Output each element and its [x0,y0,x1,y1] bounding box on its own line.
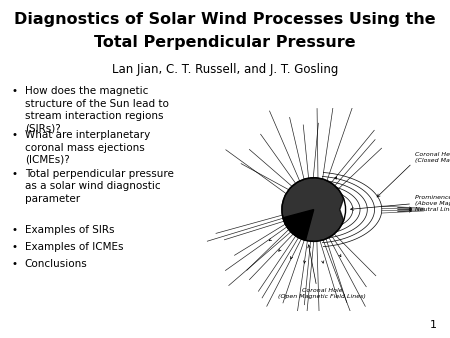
Text: 1: 1 [429,319,436,330]
Text: Total Perpendicular Pressure: Total Perpendicular Pressure [94,35,356,50]
Text: •: • [11,259,17,269]
Circle shape [282,178,346,241]
Text: Lan Jian, C. T. Russell, and J. T. Gosling: Lan Jian, C. T. Russell, and J. T. Gosli… [112,63,338,75]
Text: How does the magnetic
structure of the Sun lead to
stream interaction regions
(S: How does the magnetic structure of the S… [25,86,169,134]
Text: What are interplanetary
coronal mass ejections
(ICMEs)?: What are interplanetary coronal mass eje… [25,130,150,165]
Polygon shape [282,178,344,241]
Text: Examples of SIRs: Examples of SIRs [25,225,114,235]
Text: Diagnostics of Solar Wind Processes Using the: Diagnostics of Solar Wind Processes Usin… [14,12,436,27]
Text: Total perpendicular pressure
as a solar wind diagnostic
parameter: Total perpendicular pressure as a solar … [25,169,174,204]
Text: •: • [11,242,17,252]
Text: Coronal Hole
(Open Magnetic Field Lines): Coronal Hole (Open Magnetic Field Lines) [279,288,366,299]
Text: •: • [11,130,17,140]
Text: •: • [11,169,17,179]
Text: •: • [11,86,17,96]
Text: •: • [11,225,17,235]
Text: Examples of ICMEs: Examples of ICMEs [25,242,123,252]
Polygon shape [283,210,314,240]
Text: Coronal Helmet Streamer
(Closed Magnetic Field Lines): Coronal Helmet Streamer (Closed Magnetic… [415,152,450,163]
Text: Conclusions: Conclusions [25,259,87,269]
Text: Prominence and Cavity
(Above Magnetic
Neutral Line): Prominence and Cavity (Above Magnetic Ne… [415,195,450,213]
